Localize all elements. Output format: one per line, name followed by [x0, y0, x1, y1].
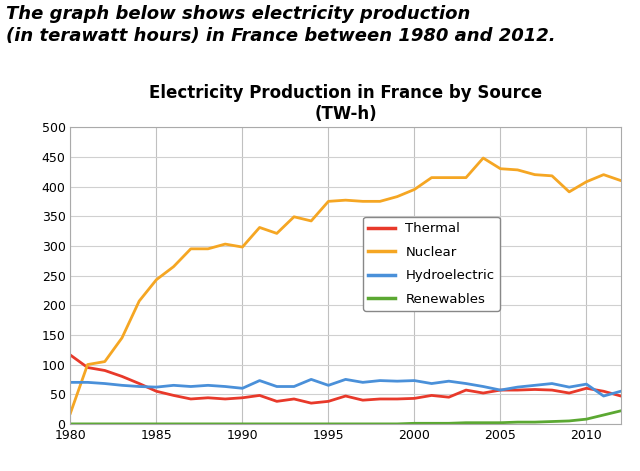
Legend: Thermal, Nuclear, Hydroelectric, Renewables: Thermal, Nuclear, Hydroelectric, Renewab… [364, 217, 500, 311]
Title: Electricity Production in France by Source
(TW-h): Electricity Production in France by Sour… [149, 84, 542, 123]
Text: The graph below shows electricity production
(in terawatt hours) in France betwe: The graph below shows electricity produc… [6, 5, 556, 45]
